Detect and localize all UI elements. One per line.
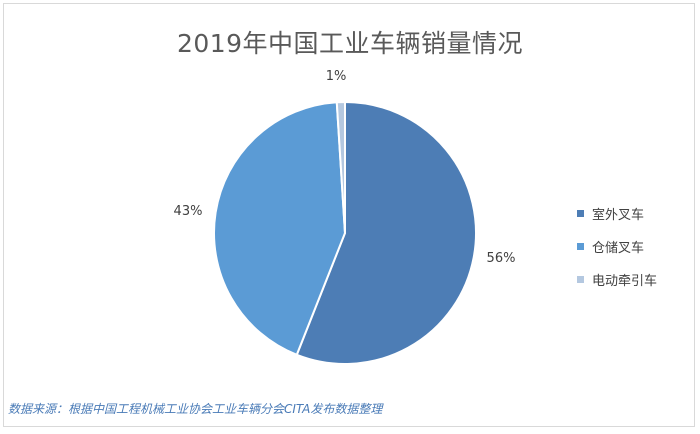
data-label: 43% bbox=[174, 204, 203, 219]
pie-chart: 56% 43% 1% bbox=[174, 69, 516, 365]
legend: 室外叉车 仓储叉车 电动牵引车 bbox=[577, 204, 657, 303]
legend-swatch bbox=[577, 242, 584, 250]
legend-label: 室外叉车 bbox=[592, 207, 645, 223]
legend-item-warehouse-forklift: 仓储叉车 bbox=[577, 237, 657, 256]
data-label: 1% bbox=[326, 69, 347, 84]
chart-title: 2019年中国工业车辆销量情况 bbox=[176, 29, 524, 58]
chart-frame: 2019年中国工业车辆销量情况 56% 43% 1% 室外叉车 仓储叉车 电动牵引车 bbox=[3, 3, 695, 427]
legend-item-outdoor-forklift: 室外叉车 bbox=[577, 204, 657, 223]
legend-label: 电动牵引车 bbox=[592, 273, 658, 289]
pie-slice bbox=[213, 101, 347, 357]
pie-slice bbox=[295, 100, 477, 365]
legend-item-electric-tractor: 电动牵引车 bbox=[577, 270, 658, 289]
pie-slice bbox=[335, 100, 346, 234]
legend-swatch bbox=[577, 209, 584, 217]
source-note: 数据来源：根据中国工程机械工业协会工业车辆分会CITA发布数据整理 bbox=[8, 402, 383, 416]
legend-swatch bbox=[577, 275, 584, 283]
legend-label: 仓储叉车 bbox=[592, 240, 645, 256]
data-label: 56% bbox=[487, 251, 516, 266]
